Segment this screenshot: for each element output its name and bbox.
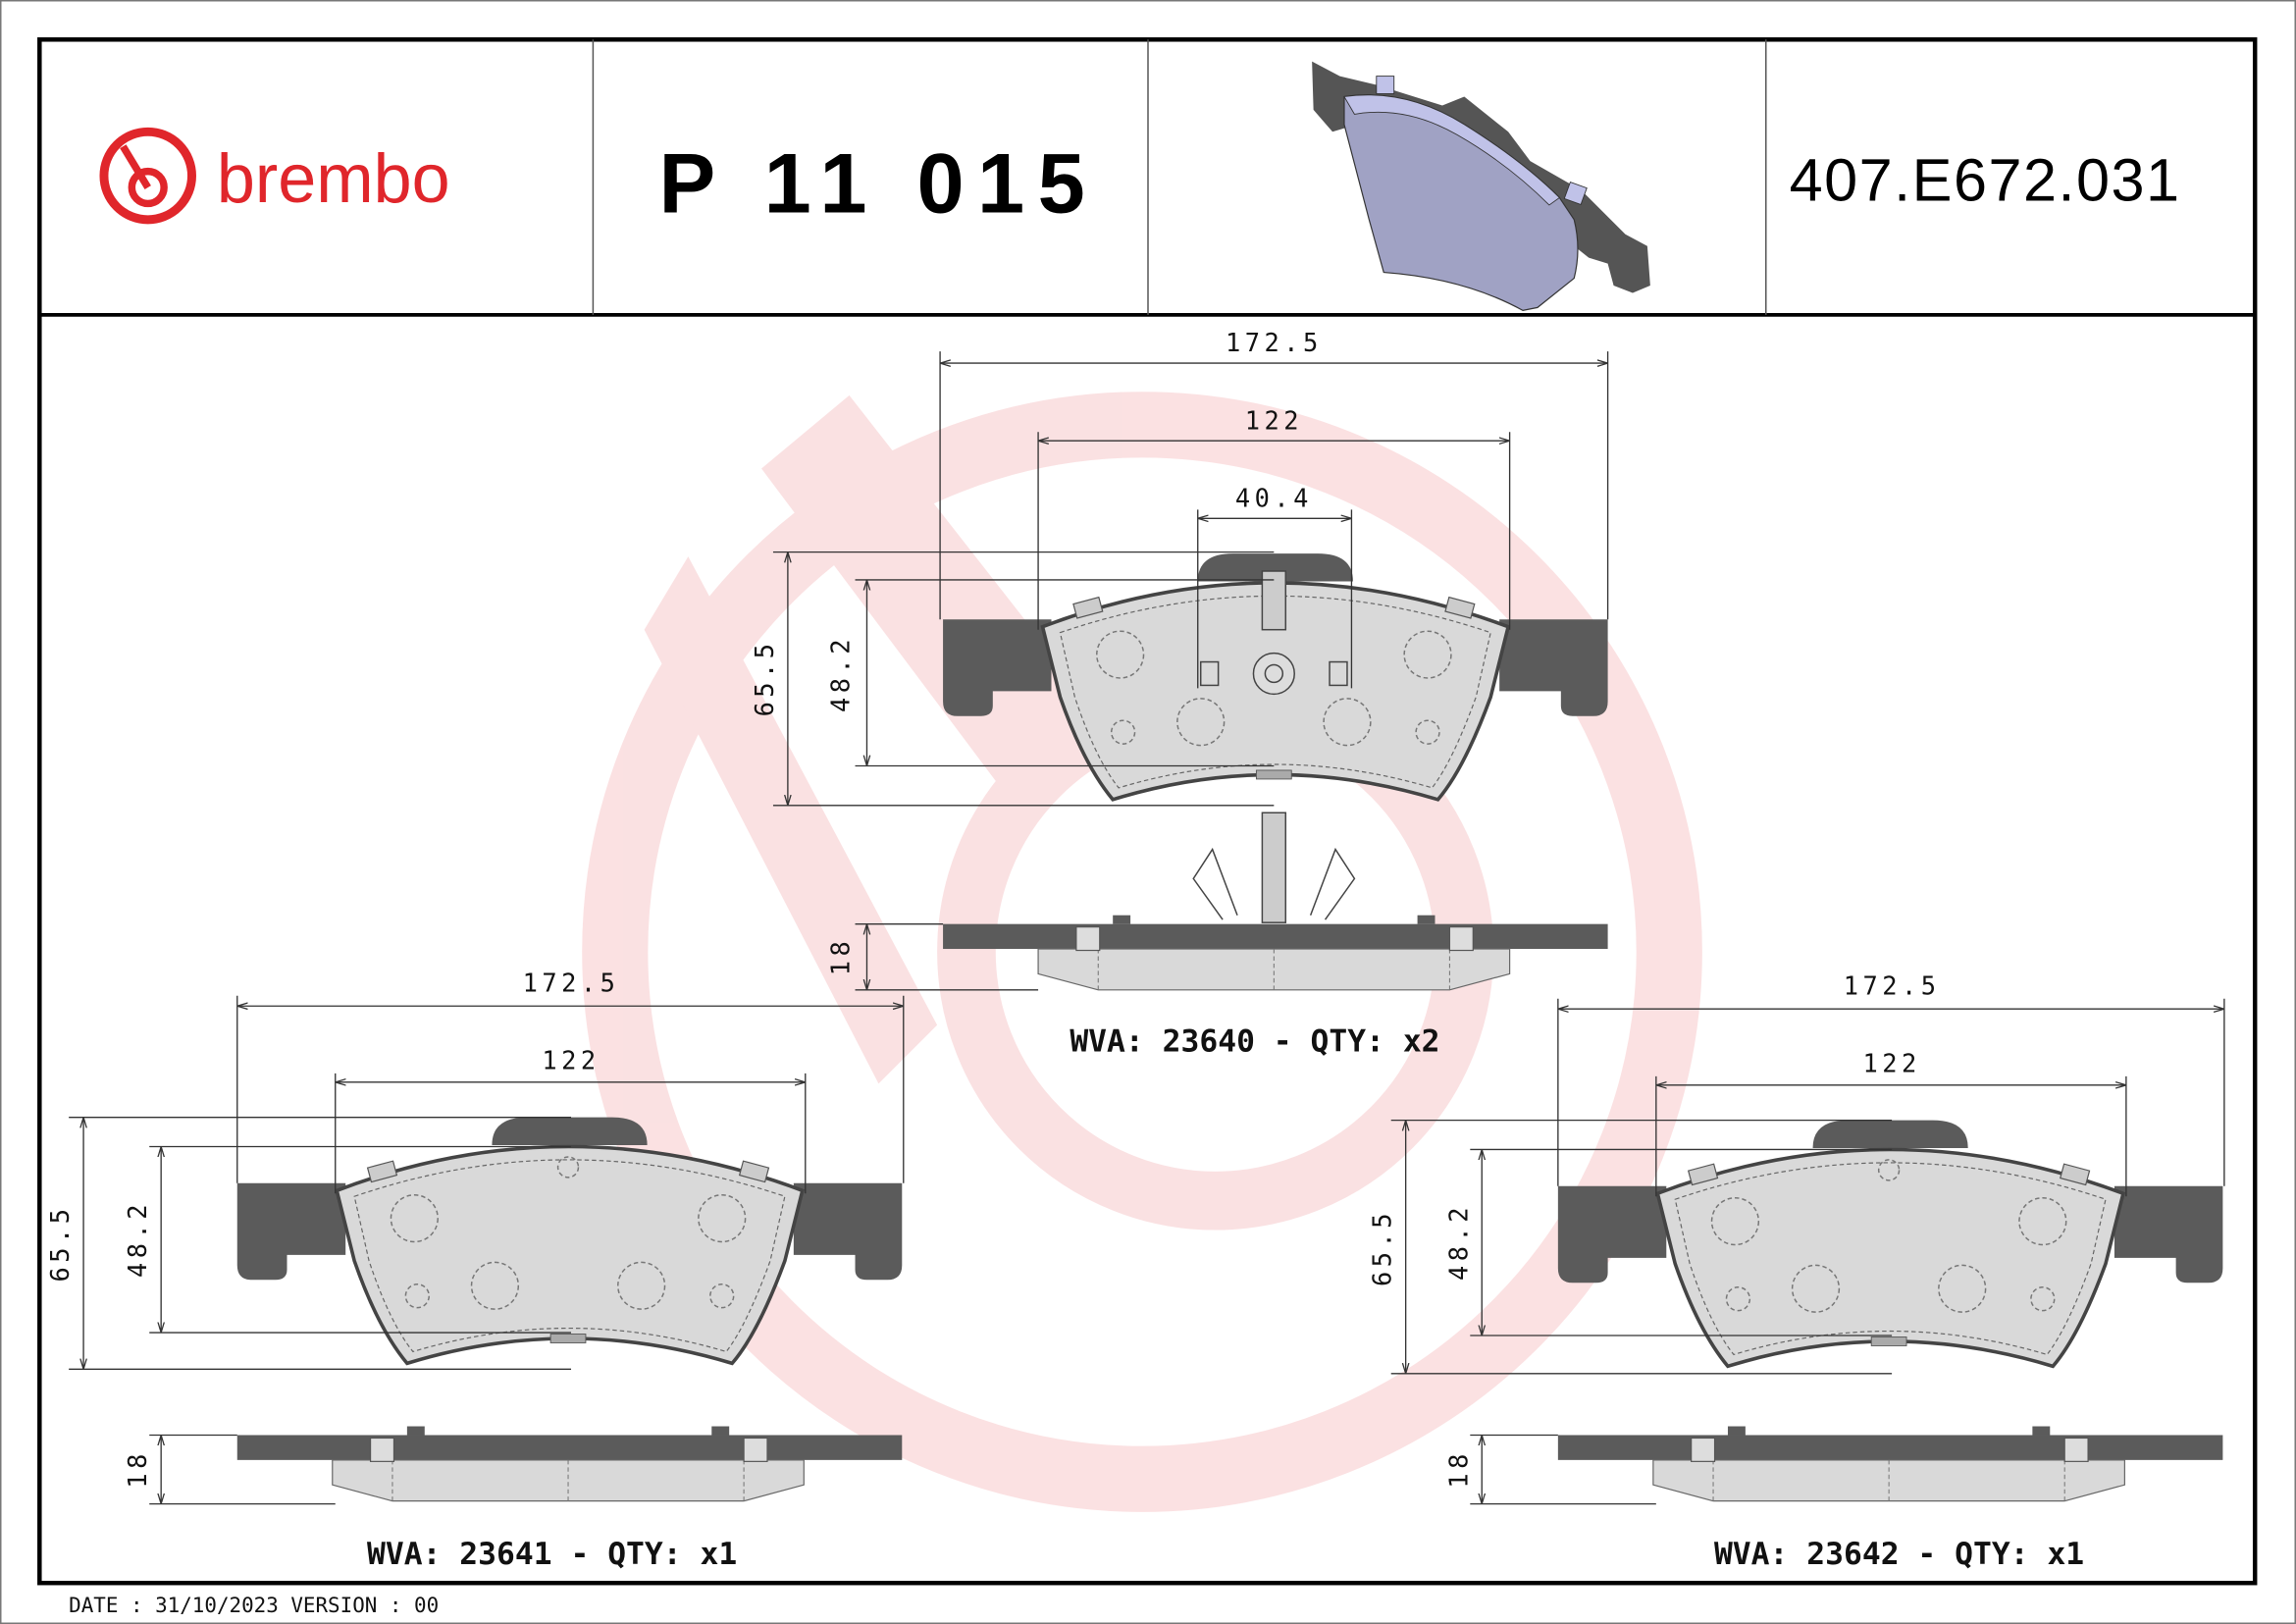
dimension-lines: [69, 995, 905, 1505]
dim-overall-width: 172.5: [1844, 970, 1941, 1000]
dim-friction-height: 48.2: [1443, 1203, 1473, 1281]
title-frame: [37, 37, 2258, 1586]
dim-friction-width: 122: [542, 1045, 600, 1074]
dim-overall-height: 65.5: [750, 639, 779, 716]
wva-caption: WVA: 23642 - QTY: x1: [1714, 1537, 2084, 1572]
dim-friction-width: 122: [1245, 405, 1303, 435]
date-version: DATE : 31/10/2023 VERSION : 00: [69, 1594, 439, 1617]
dim-tab-width: 40.4: [1235, 483, 1313, 512]
dim-thickness: 18: [826, 937, 856, 976]
dim-overall-height: 65.5: [45, 1205, 75, 1283]
pad-3d-illustration: [1312, 61, 1650, 312]
wear-sensor: [1192, 570, 1356, 923]
pad-view-right: 172.5 122 65.5 48.2 18 WVA: 23642 - QTY:…: [1368, 970, 2225, 1572]
brand-name: brembo: [217, 140, 450, 217]
dim-overall-width: 172.5: [523, 968, 620, 997]
dimension-lines: [772, 351, 1609, 991]
dim-overall-height: 65.5: [1368, 1209, 1397, 1286]
pad-view-left: 172.5 122 65.5 48.2 18 WVA: 23641 - QTY:…: [45, 968, 905, 1572]
pad-view-main: 172.5 122 40.4 65.5 48.2 18 WVA: 23640 -…: [750, 328, 1610, 1059]
dim-thickness: 18: [123, 1449, 152, 1489]
wva-caption: WVA: 23641 - QTY: x1: [367, 1537, 737, 1572]
reference-number: 407.E672.031: [1790, 146, 2181, 213]
brembo-watermark: [582, 392, 1702, 1512]
dim-thickness: 18: [1443, 1449, 1473, 1489]
dim-friction-width: 122: [1862, 1048, 1920, 1077]
dim-friction-height: 48.2: [123, 1200, 152, 1278]
wva-caption: WVA: 23640 - QTY: x2: [1070, 1023, 1439, 1059]
brembo-logo: brembo: [99, 127, 450, 225]
dim-friction-height: 48.2: [826, 635, 856, 712]
dimension-lines: [1390, 998, 2225, 1505]
dim-overall-width: 172.5: [1226, 328, 1323, 357]
part-number: P 11 015: [659, 136, 1099, 231]
